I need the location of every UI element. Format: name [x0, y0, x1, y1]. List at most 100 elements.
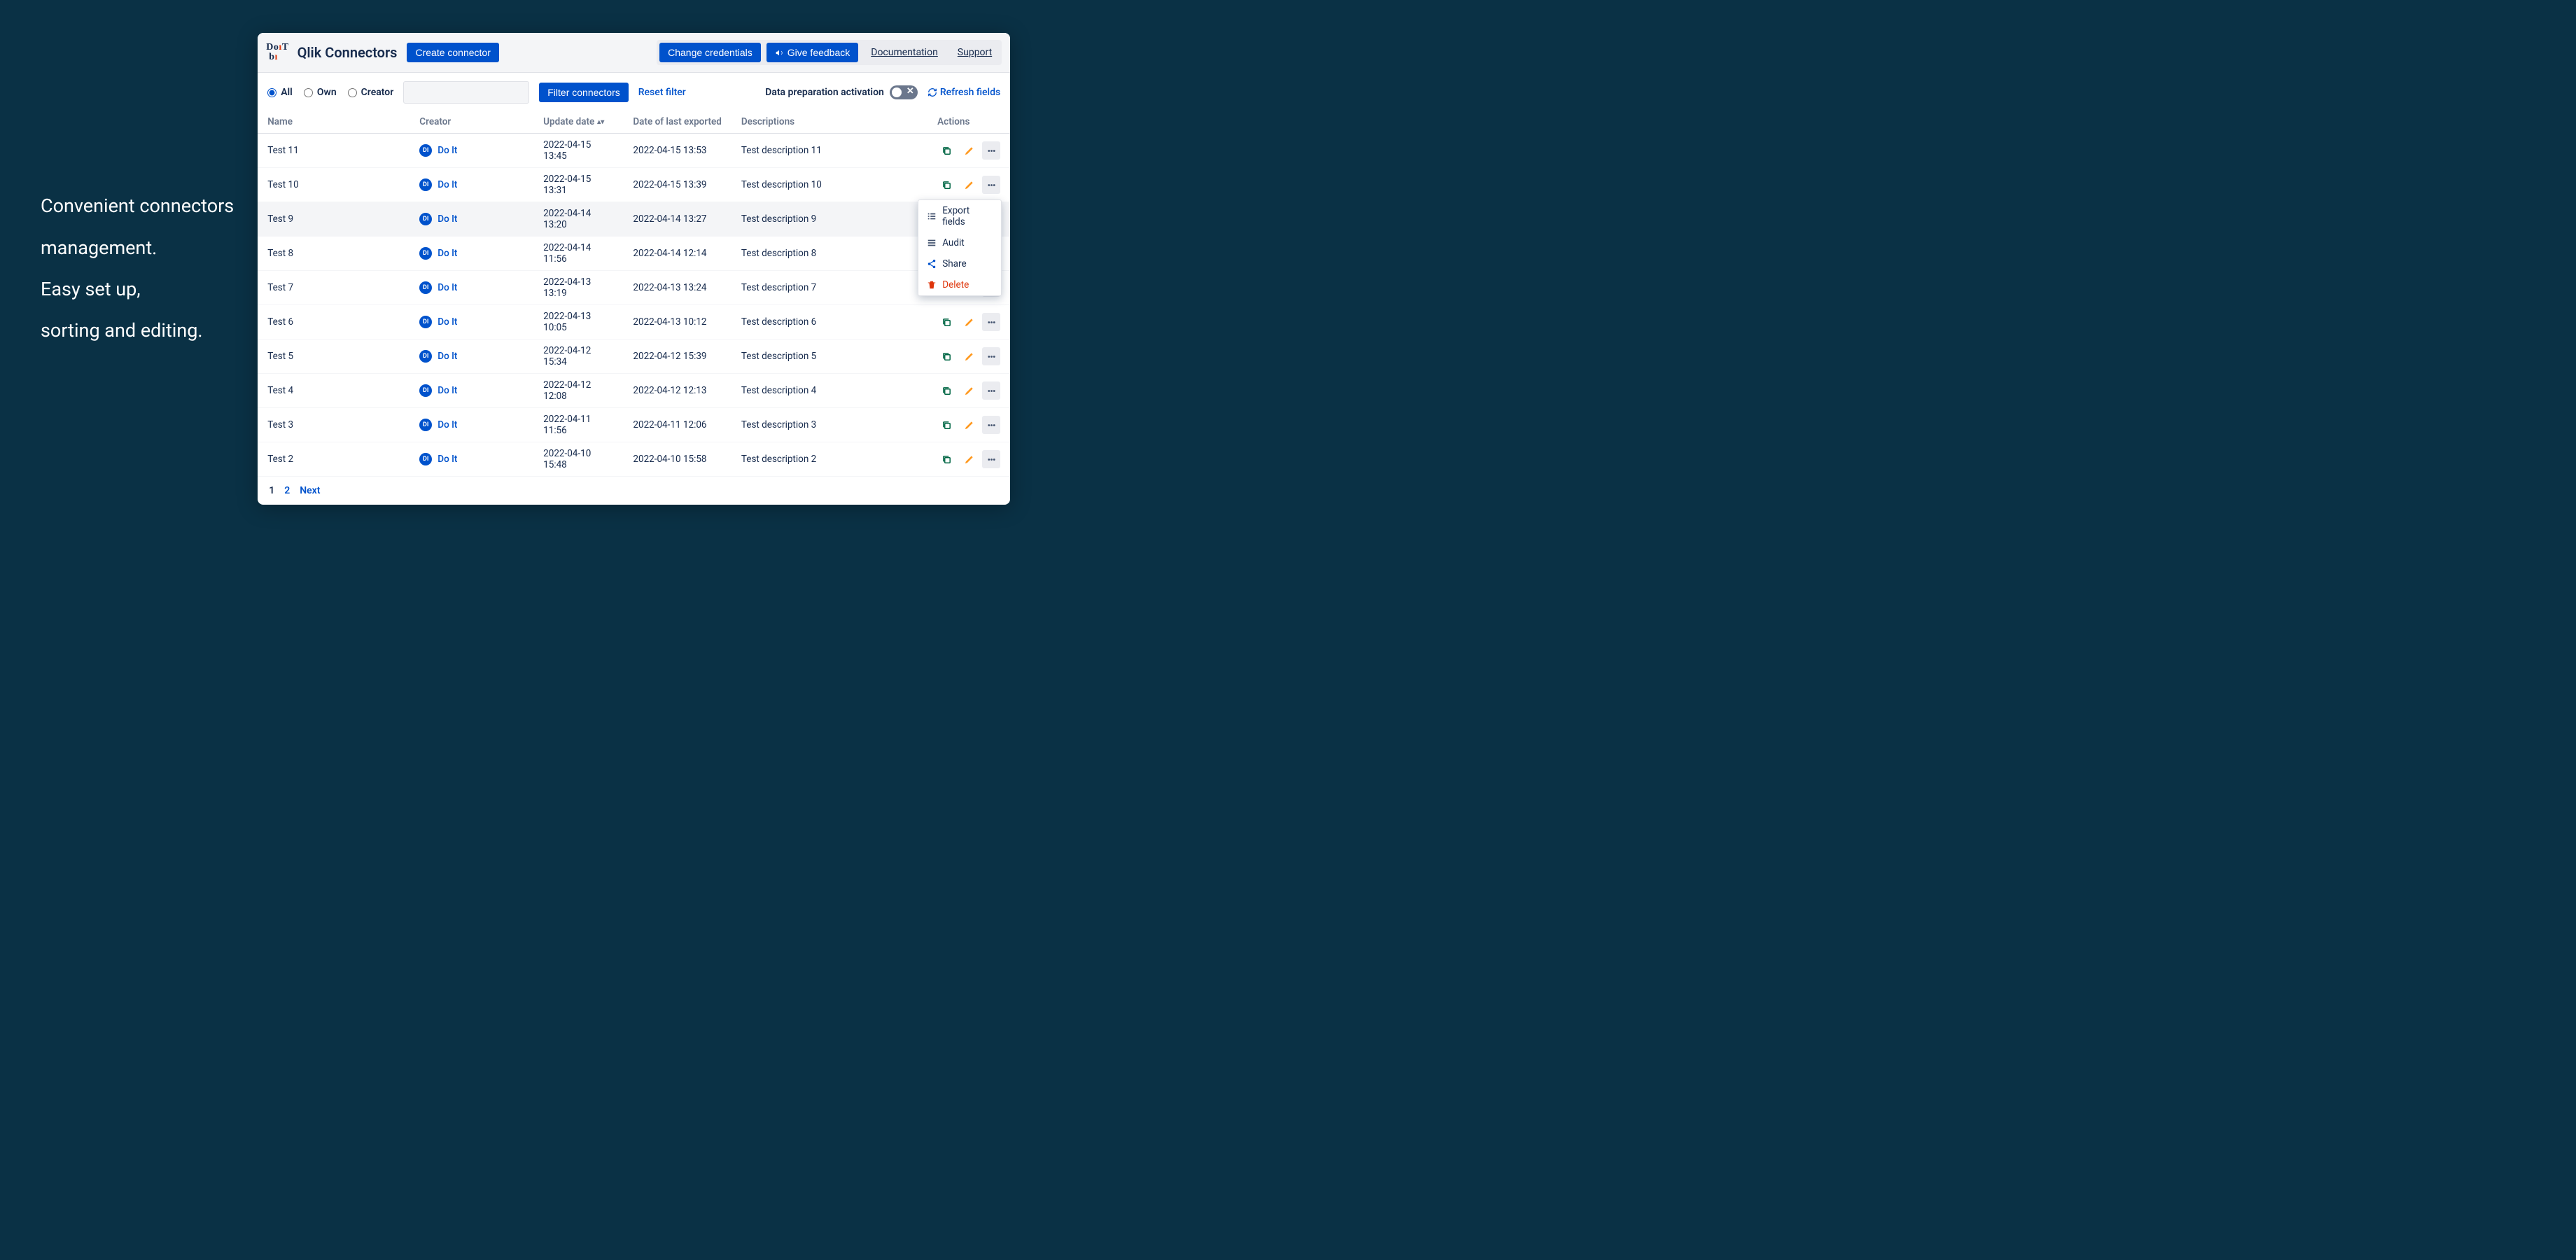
cell-exported: 2022-04-13 10:12: [623, 305, 732, 340]
radio-creator[interactable]: Creator: [348, 87, 394, 98]
page-next[interactable]: Next: [300, 485, 320, 496]
more-actions-button[interactable]: [982, 416, 1000, 434]
page-2[interactable]: 2: [284, 485, 290, 496]
creator-link[interactable]: Do It: [438, 282, 457, 293]
avatar: DI: [419, 384, 432, 397]
edit-button[interactable]: [960, 176, 978, 194]
cell-exported: 2022-04-12 15:39: [623, 340, 732, 374]
cell-creator[interactable]: DIDo It: [410, 408, 533, 442]
th-creator[interactable]: Creator: [410, 111, 533, 134]
cell-creator[interactable]: DIDo It: [410, 134, 533, 168]
cell-update: 2022-04-12 12:08: [533, 374, 623, 408]
edit-button[interactable]: [960, 141, 978, 160]
search-input[interactable]: [403, 81, 529, 104]
filter-connectors-button[interactable]: Filter connectors: [539, 83, 628, 102]
table-row: Test 8DIDo It2022-04-14 11:562022-04-14 …: [258, 237, 1010, 271]
edit-button[interactable]: [960, 450, 978, 468]
radio-all[interactable]: All: [267, 87, 293, 98]
change-credentials-button[interactable]: Change credentials: [659, 43, 761, 62]
cell-name: Test 6: [258, 305, 410, 340]
page-1[interactable]: 1: [269, 485, 274, 496]
cell-name: Test 9: [258, 202, 410, 237]
edit-button[interactable]: [960, 382, 978, 400]
dropdown-delete[interactable]: Delete: [918, 274, 1001, 295]
creator-link[interactable]: Do It: [438, 385, 457, 396]
copy-button[interactable]: [937, 313, 955, 331]
more-actions-button[interactable]: [982, 347, 1000, 365]
th-update-date[interactable]: Update date▴▾: [533, 111, 623, 134]
header-actions-group: Change credentials Give feedback Documen…: [657, 40, 1002, 65]
creator-link[interactable]: Do It: [438, 214, 457, 225]
row-actions-dropdown: Export fields Audit Share Delete: [918, 200, 1002, 296]
support-link[interactable]: Support: [951, 43, 999, 62]
dropdown-export-fields[interactable]: Export fields: [918, 200, 1001, 232]
creator-link[interactable]: Do It: [438, 454, 457, 465]
cell-update: 2022-04-11 11:56: [533, 408, 623, 442]
cell-description: Test description 3: [732, 408, 927, 442]
cell-exported: 2022-04-15 13:53: [623, 134, 732, 168]
creator-link[interactable]: Do It: [438, 179, 457, 190]
cell-creator[interactable]: DI Do It: [410, 374, 533, 408]
more-actions-button[interactable]: [982, 176, 1000, 194]
cell-update: 2022-04-15 13:31: [533, 168, 623, 202]
promo-line-1: Convenient connectors: [41, 186, 234, 227]
avatar: DI: [419, 281, 432, 294]
toggle-x-icon: ✕: [906, 86, 914, 97]
cell-creator[interactable]: DI Do It: [410, 442, 533, 477]
cell-update: 2022-04-14 13:20: [533, 202, 623, 237]
th-name[interactable]: Name: [258, 111, 410, 134]
radio-own[interactable]: Own: [304, 87, 337, 98]
th-exported[interactable]: Date of last exported: [623, 111, 732, 134]
copy-button[interactable]: [937, 382, 955, 400]
give-feedback-button[interactable]: Give feedback: [766, 43, 859, 62]
cell-update: 2022-04-14 11:56: [533, 237, 623, 271]
cell-description: Test description 11: [732, 134, 927, 168]
copy-button[interactable]: [937, 141, 955, 160]
app-window: DoıT bı Qlik Connectors Create connector…: [258, 33, 1010, 505]
cell-creator[interactable]: DIDo It: [410, 168, 533, 202]
cell-creator[interactable]: DIDo It: [410, 340, 533, 374]
cell-description: Test description 5: [732, 340, 927, 374]
cell-description: Test description 9: [732, 202, 927, 237]
edit-button[interactable]: [960, 313, 978, 331]
dropdown-audit[interactable]: Audit: [918, 232, 1001, 253]
copy-button[interactable]: [937, 347, 955, 365]
documentation-link[interactable]: Documentation: [864, 43, 945, 62]
copy-button[interactable]: [937, 176, 955, 194]
more-actions-button[interactable]: [982, 141, 1000, 160]
cell-description: Test description 2: [732, 442, 927, 477]
creator-link[interactable]: Do It: [438, 145, 457, 156]
more-actions-button[interactable]: [982, 450, 1000, 468]
cell-name: Test 7: [258, 271, 410, 305]
data-prep-toggle[interactable]: ✕: [890, 85, 918, 99]
creator-link[interactable]: Do It: [438, 351, 457, 362]
edit-button[interactable]: [960, 347, 978, 365]
create-connector-button[interactable]: Create connector: [407, 43, 498, 62]
edit-button[interactable]: [960, 416, 978, 434]
avatar: DI: [419, 247, 432, 260]
table-row: Test 7DIDo It2022-04-13 13:192022-04-13 …: [258, 271, 1010, 305]
creator-link[interactable]: Do It: [438, 316, 457, 328]
cell-creator[interactable]: DIDo It: [410, 305, 533, 340]
share-icon: [927, 259, 937, 269]
copy-button[interactable]: [937, 416, 955, 434]
cell-creator[interactable]: DI Do It: [410, 271, 533, 305]
refresh-fields-link[interactable]: Refresh fields: [927, 87, 1000, 98]
avatar: DI: [419, 453, 432, 465]
promo-line-2: management.: [41, 227, 234, 269]
more-actions-button[interactable]: [982, 382, 1000, 400]
dropdown-share[interactable]: Share: [918, 253, 1001, 274]
reset-filter-link[interactable]: Reset filter: [638, 87, 686, 98]
trash-icon: [927, 280, 937, 290]
cell-update: 2022-04-13 10:05: [533, 305, 623, 340]
creator-link[interactable]: Do It: [438, 248, 457, 259]
cell-description: Test description 4: [732, 374, 927, 408]
creator-link[interactable]: Do It: [438, 419, 457, 430]
cell-creator[interactable]: DIDo It: [410, 202, 533, 237]
cell-creator[interactable]: DI Do It: [410, 237, 533, 271]
cell-update: 2022-04-12 15:34: [533, 340, 623, 374]
more-actions-button[interactable]: [982, 313, 1000, 331]
page-title: Qlik Connectors: [298, 44, 398, 61]
copy-button[interactable]: [937, 450, 955, 468]
connectors-table: Name Creator Update date▴▾ Date of last …: [258, 111, 1010, 477]
